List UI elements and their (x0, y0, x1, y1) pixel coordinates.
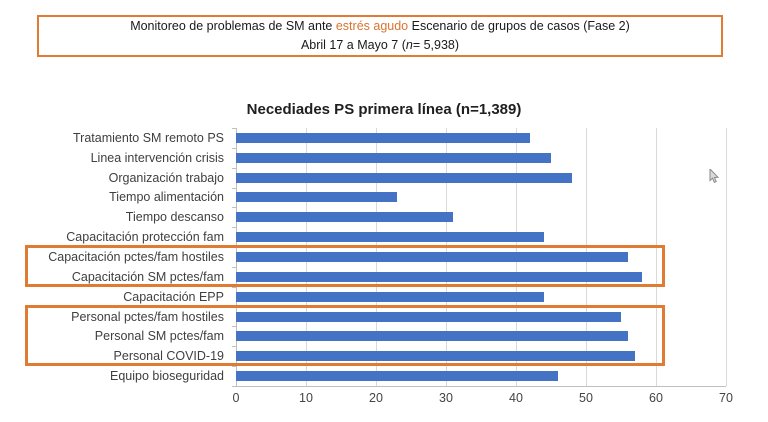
bar (236, 212, 453, 223)
category-label: Personal pctes/fam hostiles (71, 309, 224, 324)
bar (236, 311, 621, 322)
category-label: Personal SM pctes/fam (94, 329, 224, 344)
header-banner: Monitoreo de problemas de SM ante estrés… (37, 15, 723, 57)
x-tick-label: 20 (369, 391, 383, 405)
gridline (726, 128, 727, 386)
header-n-symbol: n (405, 38, 413, 52)
axis-tick (232, 147, 236, 149)
x-tick-label: 10 (299, 391, 313, 405)
header-text-highlight: estrés agudo (335, 19, 409, 33)
category-label: Tratamiento SM remoto PS (73, 130, 224, 145)
axis-tick (232, 128, 236, 129)
bar (236, 232, 544, 243)
bar (236, 172, 572, 183)
header-date-prefix: Abril 17 a Mayo 7 ( (300, 38, 406, 52)
header-line-1: Monitoreo de problemas de SM ante estrés… (39, 17, 721, 36)
category-label: Capacitación pctes/fam hostiles (48, 249, 224, 264)
bar (236, 331, 628, 342)
category-label: Organización trabajo (108, 170, 224, 185)
category-axis-labels: Tratamiento SM remoto PS Linea intervenci… (0, 128, 230, 386)
category-label: Capacitación SM pctes/fam (71, 269, 224, 284)
gridline (656, 128, 657, 386)
bar (236, 192, 397, 203)
header-text-before: Monitoreo de problemas de SM ante (130, 19, 336, 33)
axis-tick (232, 266, 236, 268)
plot-area (232, 128, 727, 387)
x-tick-label: 50 (579, 391, 593, 405)
chart-title: Necediades PS primera línea (n=1,389) (246, 101, 522, 118)
mouse-cursor-icon (709, 167, 720, 184)
header-text-after: Escenario de grupos de casos (Fase 2) (408, 19, 630, 33)
axis-tick (232, 306, 236, 308)
axis-tick (232, 227, 236, 229)
category-label: Personal COVID-19 (113, 349, 224, 364)
category-label: Linea intervención crisis (90, 150, 224, 165)
axis-tick (232, 167, 236, 169)
axis-tick (232, 386, 236, 387)
axis-tick (232, 326, 236, 328)
category-label: Capacitación EPP (123, 289, 224, 304)
bar (236, 351, 635, 362)
x-tick-label: 30 (439, 391, 453, 405)
value-axis-labels: 0 10 20 30 40 50 60 70 (233, 391, 733, 407)
axis-tick (232, 346, 236, 348)
bar (236, 252, 628, 262)
bar (236, 152, 551, 163)
category-label: Capacitación protección fam (66, 230, 224, 245)
header-n-value: = 5,938) (412, 38, 460, 52)
category-label: Tiempo descanso (125, 210, 224, 225)
bar (236, 371, 558, 382)
bar (236, 271, 642, 282)
bar (236, 291, 544, 302)
x-tick-label: 40 (509, 391, 523, 405)
category-label: Tiempo alimentación (109, 190, 224, 205)
axis-tick (232, 247, 236, 249)
x-tick-label: 0 (232, 391, 240, 405)
x-tick-label: 70 (719, 391, 733, 405)
category-label: Equipo bioseguridad (110, 369, 224, 384)
x-tick-label: 60 (649, 391, 663, 405)
bar (236, 132, 530, 143)
axis-tick (232, 366, 236, 368)
axis-tick (232, 286, 236, 288)
axis-tick (232, 187, 236, 189)
header-line-2: Abril 17 a Mayo 7 (n= 5,938) (39, 36, 721, 55)
axis-tick (232, 207, 236, 209)
